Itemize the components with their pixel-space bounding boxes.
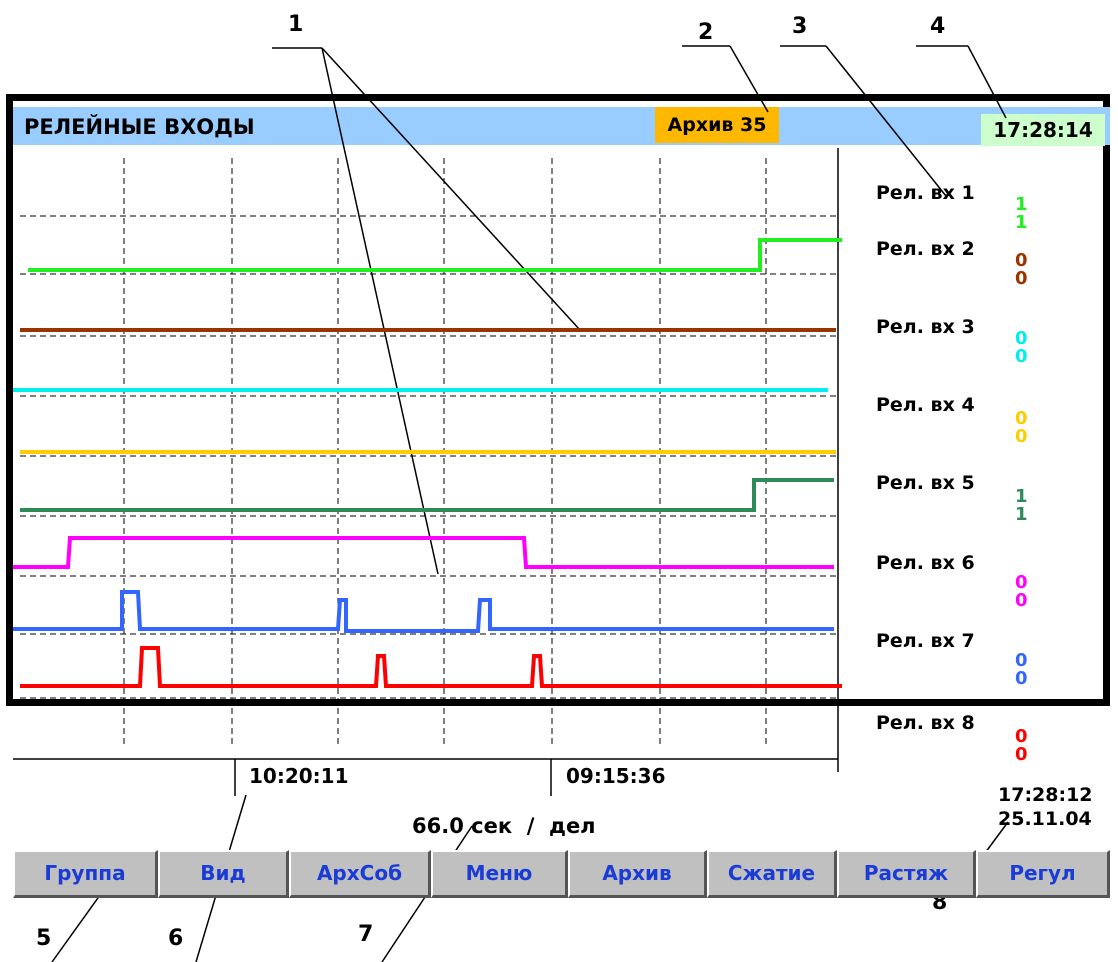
title-bar <box>13 107 1110 145</box>
callout-4: 4 <box>930 14 946 39</box>
archive-indicator: Архив 35 <box>655 107 779 143</box>
time-scale: 66.0 сек / дел <box>412 814 596 838</box>
channel-label-6: Рел. вх 6 <box>876 552 975 574</box>
channel-label-4: Рел. вх 4 <box>876 394 975 416</box>
trace-rel-7 <box>13 590 834 633</box>
trace-rel-5 <box>20 478 834 512</box>
button-stretch[interactable]: Растяж <box>837 850 976 898</box>
button-event-archive[interactable]: АрхСоб <box>289 850 431 898</box>
button-archive[interactable]: Архив <box>568 850 707 898</box>
button-menu[interactable]: Меню <box>431 850 568 898</box>
footer-time: 17:28:12 <box>998 784 1093 806</box>
channel-label-8: Рел. вх 8 <box>876 712 975 734</box>
current-time: 17:28:14 <box>981 114 1105 146</box>
channel-label-1: Рел. вх 1 <box>876 182 975 204</box>
channel-label-5: Рел. вх 5 <box>876 472 975 494</box>
channel-label-3: Рел. вх 3 <box>876 316 975 338</box>
screen-title: РЕЛЕЙНЫЕ ВХОДЫ <box>24 115 255 139</box>
trace-rel-1 <box>28 238 842 272</box>
callout-1: 1 <box>288 12 304 37</box>
channel-label-2: Рел. вх 2 <box>876 238 975 260</box>
button-compress[interactable]: Сжатие <box>707 850 837 898</box>
chart-axes <box>13 148 839 796</box>
screen-frame <box>6 94 1110 706</box>
callout-7: 7 <box>358 922 374 947</box>
callout-3: 3 <box>792 14 808 39</box>
button-view[interactable]: Вид <box>158 850 289 898</box>
time-marker-left: 10:20:11 <box>249 764 349 788</box>
trace-rel-6 <box>13 536 834 569</box>
callout-6: 6 <box>168 926 184 951</box>
callout-2: 2 <box>698 20 714 45</box>
button-group[interactable]: Группа <box>13 850 158 898</box>
trace-rel-8 <box>20 646 842 688</box>
time-marker-right: 09:15:36 <box>566 764 666 788</box>
footer-date: 25.11.04 <box>998 808 1092 830</box>
button-regulate[interactable]: Регул <box>976 850 1110 898</box>
channel-label-7: Рел. вх 7 <box>876 630 975 652</box>
callout-5: 5 <box>36 926 52 951</box>
